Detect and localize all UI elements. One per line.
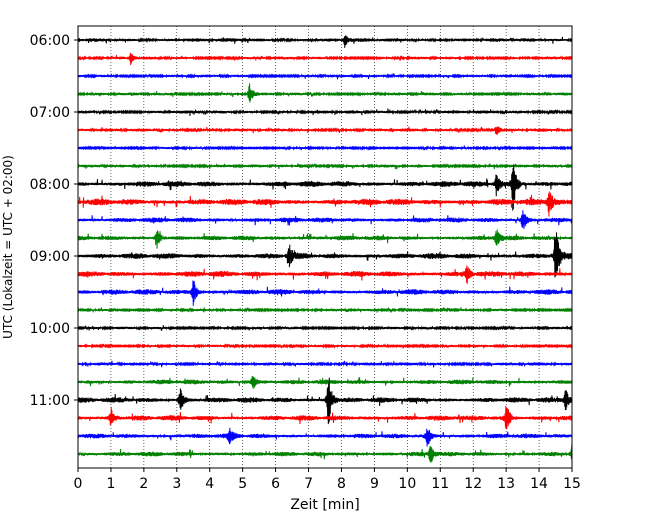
trace-0815 (77, 191, 573, 217)
x-tick-label: 2 (139, 476, 148, 492)
x-tick-label: 4 (205, 476, 214, 492)
trace-0645 (77, 83, 573, 103)
x-tick-label: 3 (172, 476, 181, 492)
y-tick-label: 09:00 (30, 249, 70, 265)
x-tick-label: 6 (271, 476, 280, 492)
x-tick-label: 5 (238, 476, 247, 492)
y-tick-label: 08:00 (30, 177, 70, 193)
x-tick-label: 15 (563, 476, 581, 492)
y-tick-label: 07:00 (30, 105, 70, 121)
trace-1000 (77, 325, 573, 331)
x-tick-label: 12 (464, 476, 482, 492)
y-tick-label: 10:00 (30, 321, 70, 337)
y-tick-label: 06:00 (30, 33, 70, 49)
x-tick-label: 11 (431, 476, 449, 492)
trace-1145 (77, 445, 573, 465)
x-tick-label: 13 (497, 476, 515, 492)
trace-0830 (77, 210, 573, 229)
x-axis-label: Zeit [min] (290, 497, 359, 513)
trace-0800 (77, 164, 573, 211)
x-axis-ticks: 0 1 2 3 4 5 6 7 8 9 10 11 12 13 14 15 (74, 468, 581, 492)
trace-0900 (77, 232, 573, 278)
x-tick-label: 9 (370, 476, 379, 492)
trace-0930 (77, 280, 573, 306)
trace-0700 (77, 108, 573, 116)
trace-0915 (77, 265, 573, 284)
trace-1115 (77, 406, 573, 430)
trace-0600 (77, 35, 573, 48)
x-tick-label: 1 (106, 476, 115, 492)
trace-1030 (77, 360, 573, 368)
trace-0630 (77, 73, 573, 80)
trace-0615 (77, 52, 573, 66)
trace-1100 (77, 377, 573, 425)
y-axis-ticks: 06:00 07:00 08:00 09:00 10:00 11:00 (30, 33, 78, 409)
trace-1045 (77, 375, 573, 389)
trace-0845 (77, 229, 573, 249)
y-axis-label: UTC (Lokalzeit = UTC + 02:00) (1, 155, 15, 339)
x-tick-label: 7 (304, 476, 313, 492)
x-tick-label: 0 (74, 476, 83, 492)
x-tick-label: 8 (337, 476, 346, 492)
seismogram-traces (77, 35, 573, 465)
trace-0745 (77, 163, 573, 170)
plot-frame (77, 25, 573, 469)
trace-1015 (77, 343, 573, 349)
y-tick-label: 11:00 (30, 393, 70, 409)
trace-0715 (77, 126, 573, 135)
x-tick-label: 14 (530, 476, 548, 492)
plot-area (78, 26, 572, 468)
trace-1130 (77, 427, 573, 447)
trace-0730 (77, 145, 573, 151)
trace-0945 (77, 307, 573, 313)
x-tick-label: 10 (398, 476, 416, 492)
